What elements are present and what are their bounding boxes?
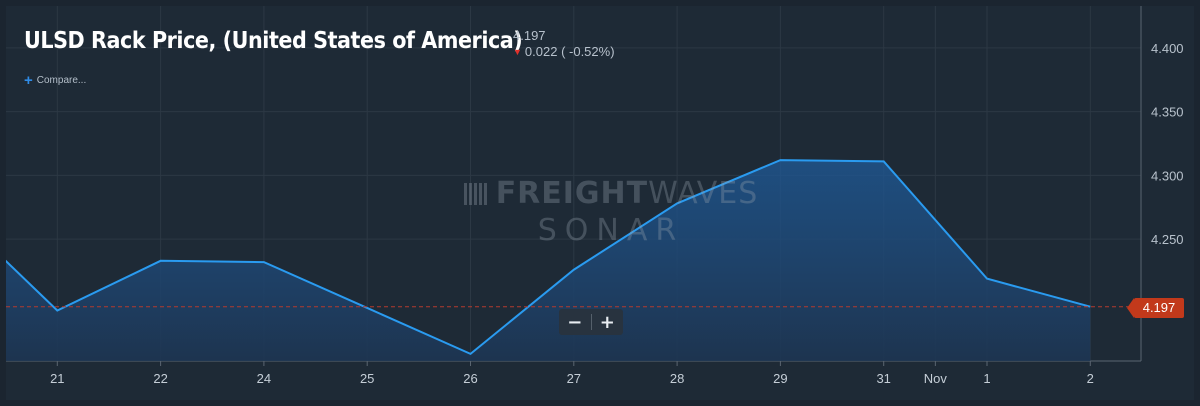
x-tick-label: 22 <box>153 371 167 386</box>
data-point <box>882 159 886 163</box>
data-point <box>675 201 679 205</box>
x-tick-label: Nov <box>924 371 948 386</box>
x-tick-label: 1 <box>983 371 990 386</box>
x-tick-label: 2 <box>1087 371 1094 386</box>
chart-title: ULSD Rack Price, (United States of Ameri… <box>24 28 523 54</box>
zoom-out-button[interactable]: − <box>559 309 591 335</box>
y-tick-label: 4.300 <box>1151 168 1184 183</box>
data-point <box>262 260 266 264</box>
data-point <box>469 352 473 356</box>
x-tick-label: 25 <box>360 371 374 386</box>
x-tick-label: 28 <box>670 371 684 386</box>
x-tick-label: 27 <box>567 371 581 386</box>
data-point <box>159 259 163 263</box>
last-price-tag: 4.197 <box>1127 298 1184 318</box>
price-line <box>6 159 1091 356</box>
x-tick-label: 24 <box>257 371 271 386</box>
quote-box: 4.197 ▼ 0.022 ( -0.52%) <box>513 28 615 60</box>
plus-icon: + <box>24 71 33 89</box>
zoom-control: − + <box>559 309 623 335</box>
y-tick-label: 4.350 <box>1151 105 1184 120</box>
price-area <box>6 160 1091 361</box>
x-tick-label: 29 <box>773 371 787 386</box>
data-point <box>985 277 989 281</box>
y-tick-label: 4.400 <box>1151 41 1184 56</box>
down-arrow-icon: ▼ <box>513 47 522 57</box>
x-tick-label: 26 <box>463 371 477 386</box>
data-point <box>55 309 59 313</box>
data-point <box>778 158 782 162</box>
last-value: 4.197 <box>513 28 546 43</box>
y-tick-label: 4.250 <box>1151 232 1184 247</box>
compare-button[interactable]: + Compare... <box>24 71 87 89</box>
data-point <box>572 268 576 272</box>
chart-panel: 4.250 4.300 4.350 4.400 21 22 24 25 26 27 28 29 31 No… <box>6 6 1194 400</box>
zoom-divider <box>590 314 592 330</box>
change-value: 0.022 ( -0.52%) <box>524 44 615 59</box>
compare-label: Compare... <box>36 75 87 86</box>
x-tick-label: 31 <box>876 371 890 386</box>
x-tick-label: 21 <box>50 371 64 386</box>
zoom-in-button[interactable]: + <box>592 309 624 335</box>
